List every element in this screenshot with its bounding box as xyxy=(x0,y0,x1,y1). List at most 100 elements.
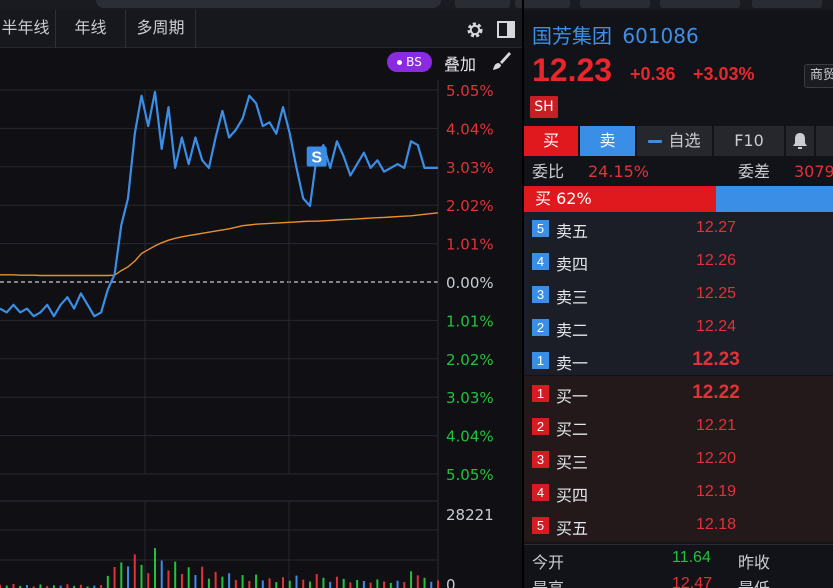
volume-bar xyxy=(153,548,156,588)
f10-button[interactable]: F10 xyxy=(714,126,784,156)
buy-button[interactable]: 买 xyxy=(524,126,578,156)
volume-bar xyxy=(59,585,62,588)
more-button[interactable] xyxy=(816,126,833,156)
volume-axis-tick: 28221 xyxy=(446,506,494,524)
bid-level-number: 1 xyxy=(532,385,549,402)
volume-bar xyxy=(288,580,291,588)
tab-half-year-line[interactable]: 半年线 xyxy=(0,10,56,48)
top-tab[interactable] xyxy=(455,0,510,8)
volume-bar xyxy=(0,584,1,588)
volume-bar xyxy=(127,566,130,588)
volume-bar xyxy=(376,579,379,588)
bid-level-label: 买五 xyxy=(556,519,589,538)
bs-signal-label: BS xyxy=(406,55,422,69)
ask-level-number: 5 xyxy=(532,220,549,237)
volume-bar xyxy=(423,577,426,588)
ask-level-number: 3 xyxy=(532,286,549,303)
volume-bar xyxy=(248,580,251,588)
weibi-label: 委比 xyxy=(532,162,565,181)
bid-level-row[interactable]: 2 买二 12.21 xyxy=(524,410,833,443)
gear-icon[interactable] xyxy=(465,20,485,40)
high-value: 12.47 xyxy=(672,575,713,588)
action-bar: 买 卖 自选 F10 xyxy=(524,126,833,156)
bid-level-row[interactable]: 4 买四 12.19 xyxy=(524,476,833,509)
volume-bar xyxy=(160,560,163,588)
ask-level-row[interactable]: 4 卖四 12.26 xyxy=(524,245,833,278)
volume-bar xyxy=(46,586,49,588)
ask-level-label: 卖一 xyxy=(556,354,589,373)
sell-marker[interactable]: S xyxy=(306,146,327,167)
volume-bar xyxy=(403,582,406,588)
ask-level-row[interactable]: 5 卖五 12.27 xyxy=(524,212,833,245)
volume-bar xyxy=(19,585,22,588)
top-tab[interactable] xyxy=(660,0,740,8)
volume-bar xyxy=(315,573,318,588)
bell-icon xyxy=(793,133,807,149)
prev-close-label: 昨收 xyxy=(738,553,771,572)
volume-bar xyxy=(180,573,183,588)
volume-bar xyxy=(167,570,170,588)
volume-bar xyxy=(66,584,69,588)
ask-level-price: 12.24 xyxy=(695,318,737,335)
price-axis-tick: 3.03% xyxy=(446,159,494,177)
sell-button[interactable]: 卖 xyxy=(580,126,635,156)
stock-title[interactable]: 国芳集团 601086 xyxy=(532,20,699,49)
price-axis-labels: 5.05% 4.04% 3.03% 2.02% 1.01% 0.00% 1.01% 2.02%… xyxy=(446,82,494,484)
weicha-label: 委差 xyxy=(738,162,771,181)
price-axis-tick: 5.05% xyxy=(446,82,494,100)
panel-toggle-icon[interactable] xyxy=(497,21,515,38)
volume-bar xyxy=(335,576,338,588)
exchange-badge: SH xyxy=(530,96,558,118)
volume-bar xyxy=(201,566,204,588)
top-tab[interactable] xyxy=(580,0,650,8)
ask-level-number: 4 xyxy=(532,253,549,270)
open-label: 今开 xyxy=(532,553,565,572)
bid-level-number: 5 xyxy=(532,517,549,534)
panel-divider[interactable] xyxy=(522,0,524,588)
volume-axis-labels: 28221 0 xyxy=(446,506,494,588)
volume-bar xyxy=(275,582,278,588)
volume-bar xyxy=(349,582,352,588)
volume-bar xyxy=(113,566,116,588)
volume-bar xyxy=(268,578,271,588)
volume-bar xyxy=(329,581,332,588)
quote-stats: 今开 11.64 昨收 最高 12.47 最低 xyxy=(524,544,833,588)
bid-level-price: 12.20 xyxy=(695,450,737,467)
dot-icon xyxy=(397,60,403,65)
bid-level-number: 2 xyxy=(532,418,549,435)
volume-bar xyxy=(93,585,96,588)
ask-level-row[interactable]: 2 卖二 12.24 xyxy=(524,311,833,344)
add-watchlist-button[interactable]: 自选 xyxy=(637,126,712,156)
bs-signal-toggle[interactable]: BS xyxy=(387,52,432,72)
price-axis-tick: 2.02% xyxy=(446,197,494,215)
sector-button[interactable]: 商贸 xyxy=(804,64,833,88)
bid-level-label: 买三 xyxy=(556,453,589,472)
address-bar[interactable] xyxy=(96,0,441,8)
bid-level-row[interactable]: 5 买五 12.18 xyxy=(524,509,833,542)
tab-multi-period[interactable]: 多周期 xyxy=(126,10,196,48)
bid-level-row[interactable]: 3 买三 12.20 xyxy=(524,443,833,476)
volume-bar xyxy=(120,562,123,588)
ask-level-row[interactable]: 3 卖三 12.25 xyxy=(524,278,833,311)
top-tab[interactable] xyxy=(752,0,822,8)
volume-bar xyxy=(228,573,231,588)
average-price-line xyxy=(0,212,439,277)
ask-level-number: 1 xyxy=(532,352,549,369)
volume-bar xyxy=(5,585,8,588)
alert-button[interactable] xyxy=(786,126,814,156)
bid-level-row[interactable]: 1 买一 12.22 xyxy=(524,377,833,410)
volume-bar xyxy=(73,585,76,588)
tab-year-line[interactable]: 年线 xyxy=(56,10,126,48)
top-tab[interactable] xyxy=(515,0,570,8)
average-price-polyline xyxy=(0,212,439,277)
volume-bar xyxy=(52,585,55,588)
volume-bar xyxy=(416,575,419,588)
bid-level-price: 12.21 xyxy=(695,417,737,434)
intraday-chart[interactable]: S 5.05% 4.04% 3.03% 2.02% 1.01% 0.00% 1.01% 2.0… xyxy=(0,80,522,588)
volume-bar xyxy=(12,583,15,588)
brush-icon[interactable] xyxy=(490,50,512,72)
volume-bar xyxy=(214,571,217,588)
overlay-button[interactable]: 叠加 xyxy=(444,55,477,74)
ask-book: 5 卖五 12.27 4 卖四 12.26 3 卖三 12.25 2 卖二 12.24 1 卖一 12.23 xyxy=(524,212,833,375)
ask-level-row[interactable]: 1 卖一 12.23 xyxy=(524,344,833,377)
